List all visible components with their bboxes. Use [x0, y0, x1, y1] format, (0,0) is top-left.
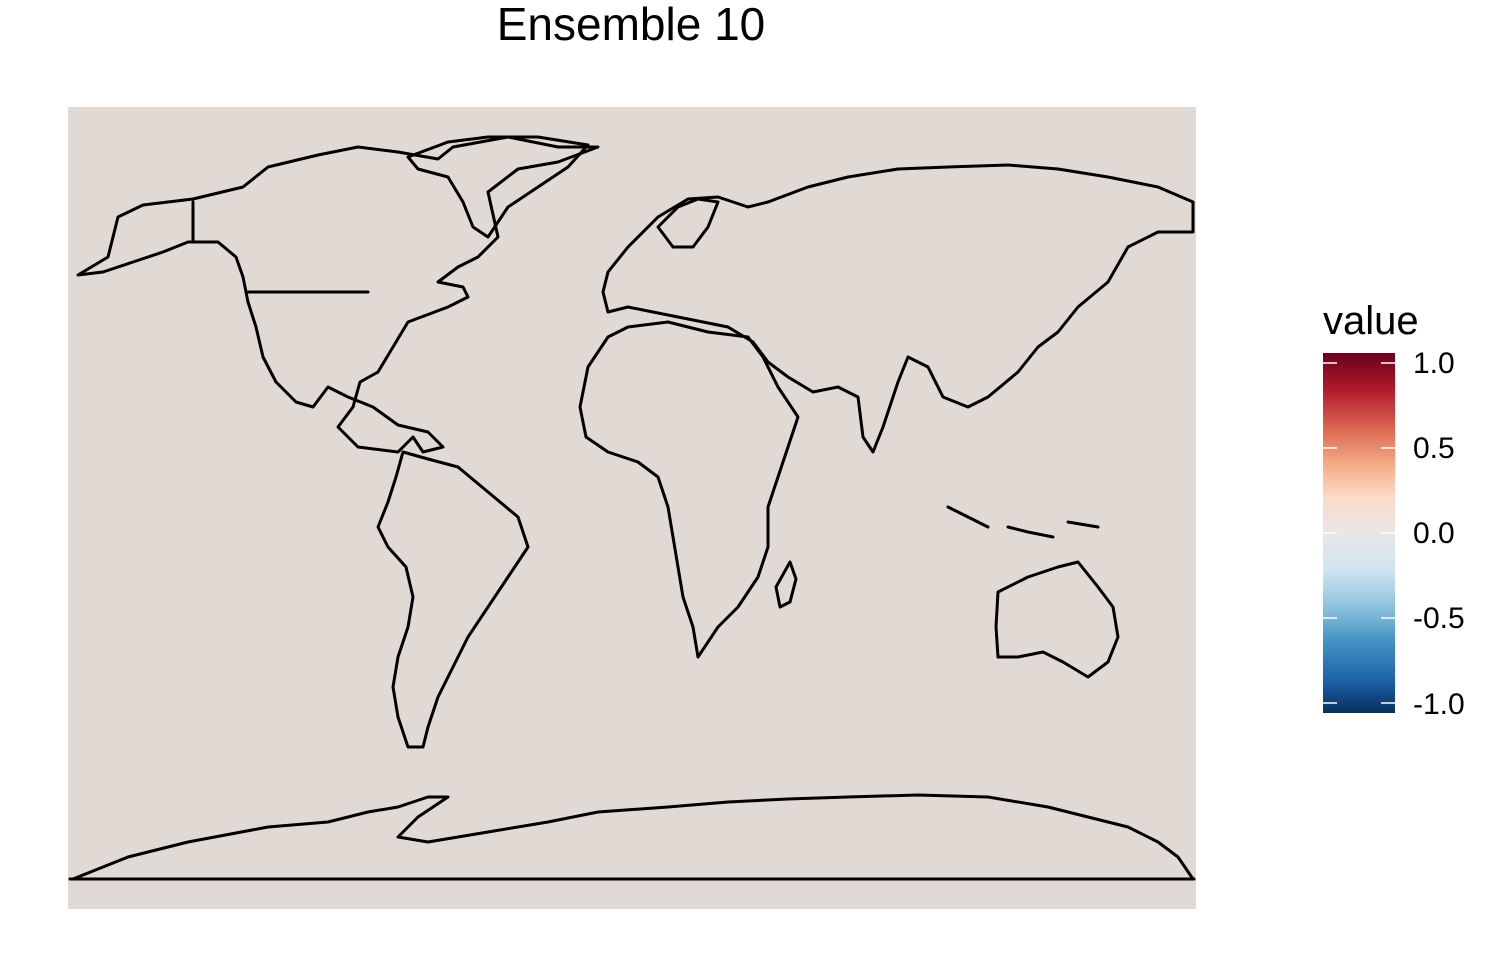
colorbar	[1323, 353, 1395, 713]
world-map	[68, 107, 1196, 909]
scandinavia-outline	[656, 197, 720, 249]
legend-label-max: 1.0	[1413, 347, 1455, 380]
madagascar-outline	[774, 560, 798, 609]
map-outlines	[68, 135, 1196, 881]
antarctica-outline	[71, 793, 1195, 881]
south-america-outline	[376, 450, 530, 749]
greenland-outline	[406, 135, 590, 239]
australia-outline	[994, 560, 1120, 679]
maritime-islands	[946, 505, 1100, 539]
legend-label-min: -1.0	[1413, 688, 1465, 721]
map-background	[68, 107, 1196, 909]
africa-outline	[578, 320, 800, 659]
legend-title: value	[1323, 299, 1419, 343]
legend-label-low: -0.5	[1413, 602, 1465, 635]
north-america-outline	[76, 135, 600, 454]
plot-title: Ensemble 10	[496, 0, 766, 50]
us-canada-border	[191, 200, 370, 294]
legend-label-mid: 0.0	[1413, 517, 1455, 550]
colorbar-ticks	[1323, 362, 1395, 704]
legend-label-high: 0.5	[1413, 432, 1455, 465]
